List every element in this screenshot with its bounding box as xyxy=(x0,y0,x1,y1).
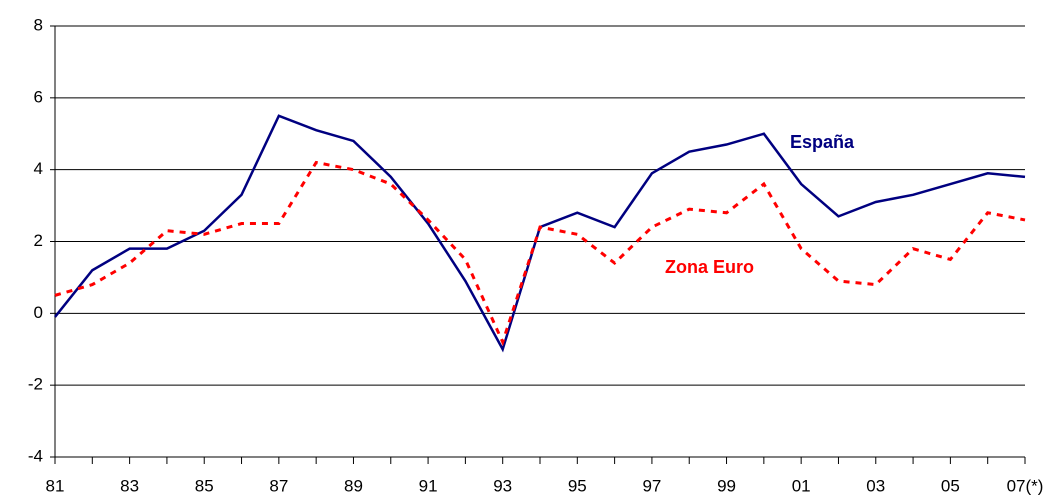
y-tick-label: 4 xyxy=(34,159,43,178)
x-tick-label: 05 xyxy=(941,476,960,495)
x-tick-label: 81 xyxy=(46,476,65,495)
x-tick-label: 83 xyxy=(120,476,139,495)
series-line xyxy=(54,114,1026,353)
x-tick-label: 85 xyxy=(195,476,214,495)
x-tick-label: 01 xyxy=(792,476,811,495)
series-label: España xyxy=(790,132,855,152)
x-tick-label: 95 xyxy=(568,476,587,495)
y-tick-label: 6 xyxy=(34,87,43,106)
y-tick-label: -4 xyxy=(28,446,43,465)
x-tick-label: 91 xyxy=(419,476,438,495)
x-tick-label: 07(*) xyxy=(1007,476,1044,495)
y-tick-label: 2 xyxy=(34,231,43,250)
y-tick-label: 0 xyxy=(34,303,43,322)
series-label: Zona Euro xyxy=(665,257,754,277)
series-line xyxy=(54,160,1026,347)
x-tick-label: 87 xyxy=(269,476,288,495)
y-tick-label: 8 xyxy=(34,15,43,34)
x-tick-label: 97 xyxy=(642,476,661,495)
x-tick-label: 99 xyxy=(717,476,736,495)
y-tick-label: -2 xyxy=(28,375,43,394)
x-tick-label: 89 xyxy=(344,476,363,495)
x-tick-label: 03 xyxy=(866,476,885,495)
x-tick-label: 93 xyxy=(493,476,512,495)
